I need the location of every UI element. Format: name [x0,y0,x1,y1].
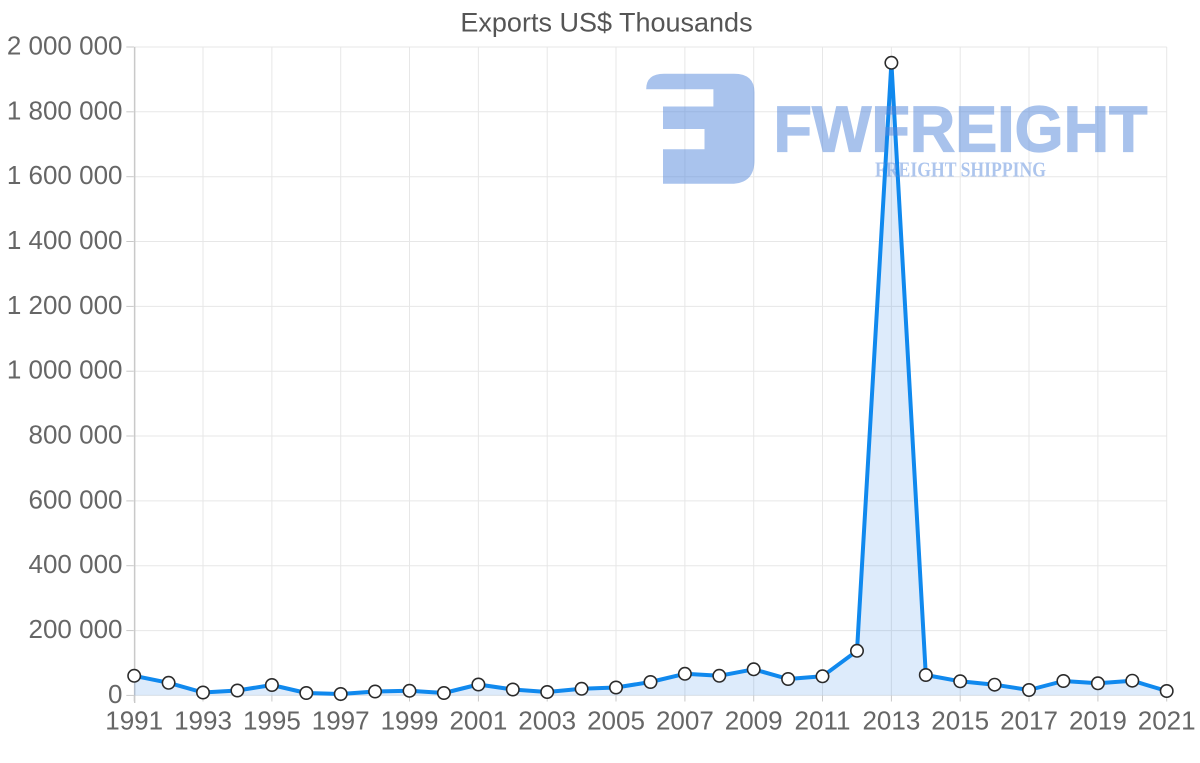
svg-text:2001: 2001 [449,706,507,736]
svg-text:1997: 1997 [312,706,370,736]
svg-text:2011: 2011 [795,706,851,736]
svg-text:2021: 2021 [1138,706,1196,736]
svg-text:2019: 2019 [1069,706,1127,736]
svg-text:Exports US$ Thousands: Exports US$ Thousands [460,8,752,38]
svg-text:2 000 000: 2 000 000 [7,31,123,61]
svg-text:2015: 2015 [931,706,989,736]
svg-text:1 400 000: 1 400 000 [7,225,123,255]
svg-text:2013: 2013 [862,706,920,736]
svg-text:2003: 2003 [518,706,576,736]
svg-text:1 200 000: 1 200 000 [7,290,123,320]
svg-text:1 800 000: 1 800 000 [7,95,123,125]
svg-text:600 000: 600 000 [29,484,123,514]
svg-text:800 000: 800 000 [29,420,123,450]
svg-text:2009: 2009 [725,706,783,736]
svg-text:1991: 1991 [105,706,163,736]
svg-text:1 000 000: 1 000 000 [7,355,123,385]
svg-text:1 600 000: 1 600 000 [7,160,123,190]
svg-text:200 000: 200 000 [29,614,123,644]
svg-text:1995: 1995 [243,706,301,736]
svg-text:400 000: 400 000 [29,549,123,579]
svg-text:1993: 1993 [174,706,232,736]
svg-text:0: 0 [108,679,122,709]
svg-text:1999: 1999 [381,706,439,736]
svg-text:2017: 2017 [1000,706,1058,736]
svg-text:FWFREIGHT: FWFREIGHT [774,93,1148,166]
svg-text:2007: 2007 [656,706,714,736]
svg-text:2005: 2005 [587,706,645,736]
svg-text:FREIGHT SHIPPING: FREIGHT SHIPPING [875,158,1046,182]
